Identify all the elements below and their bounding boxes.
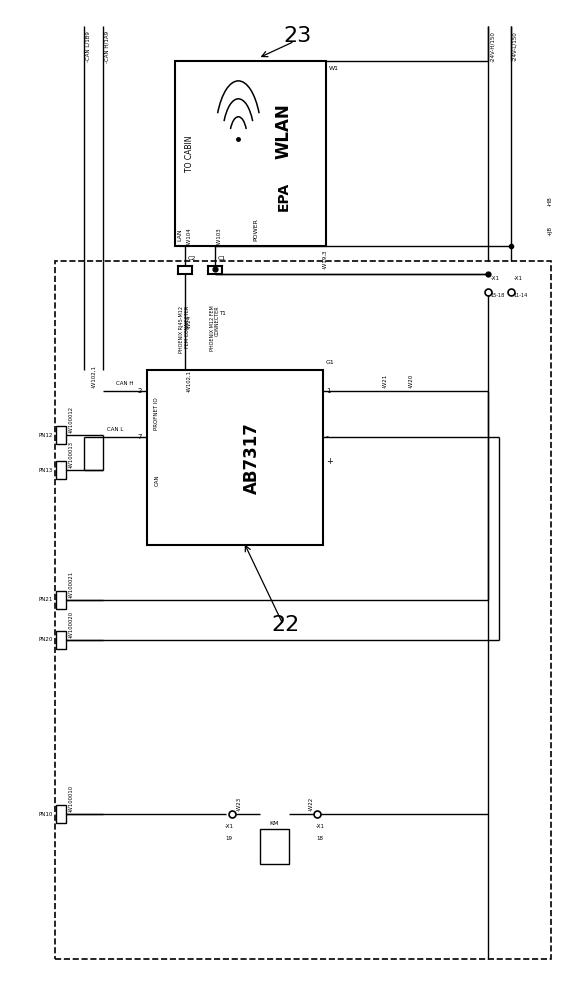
- Text: CAN L: CAN L: [107, 427, 124, 432]
- Bar: [260, 829, 289, 864]
- Text: G1: G1: [326, 360, 335, 365]
- Bar: [56, 426, 66, 444]
- Text: PN20: PN20: [39, 637, 53, 642]
- Bar: [175, 61, 326, 246]
- Text: -W100020: -W100020: [69, 610, 74, 638]
- Text: 15-18: 15-18: [491, 293, 505, 298]
- Text: PHOENIX M12 FEM: PHOENIX M12 FEM: [209, 306, 214, 351]
- Text: CAN H: CAN H: [116, 381, 133, 386]
- Text: T1: T1: [220, 311, 226, 316]
- Text: -W21: -W21: [383, 374, 388, 388]
- Text: 18: 18: [317, 836, 324, 841]
- Text: -X1: -X1: [491, 276, 500, 281]
- Text: -CAN H/1A9: -CAN H/1A9: [105, 31, 109, 63]
- Text: 19: 19: [225, 836, 233, 841]
- Text: PN13: PN13: [39, 468, 53, 473]
- Text: A1: A1: [271, 837, 278, 842]
- Text: -X1: -X1: [225, 824, 233, 829]
- Bar: [56, 591, 66, 609]
- Text: -W100012: -W100012: [69, 406, 74, 433]
- Text: PROFNET IO: PROFNET IO: [154, 398, 159, 430]
- Text: C1: C1: [218, 256, 226, 261]
- Bar: [55, 261, 551, 959]
- Text: FEM CONNECTER: FEM CONNECTER: [185, 306, 190, 348]
- Text: 22: 22: [272, 615, 300, 635]
- Text: CONNECTER: CONNECTER: [215, 306, 220, 336]
- Text: -W104: -W104: [186, 227, 192, 245]
- Text: KM: KM: [270, 821, 279, 826]
- Text: 23: 23: [283, 26, 312, 46]
- Text: PN12: PN12: [39, 433, 53, 438]
- Text: AB7317: AB7317: [244, 422, 261, 494]
- Text: W1: W1: [329, 66, 339, 71]
- Text: -W23: -W23: [236, 797, 241, 811]
- Text: POWER: POWER: [253, 218, 259, 241]
- Text: 11-14: 11-14: [514, 293, 528, 298]
- Text: -W102,1: -W102,1: [186, 370, 192, 392]
- Text: A2: A2: [271, 851, 278, 856]
- Text: LAN: LAN: [178, 228, 183, 241]
- Text: -X1: -X1: [514, 276, 523, 281]
- Text: C2: C2: [188, 256, 196, 261]
- Text: -24V-L/150: -24V-L/150: [513, 31, 518, 61]
- Text: PHOENIX RJ45-M12: PHOENIX RJ45-M12: [180, 306, 184, 353]
- Text: +: +: [326, 457, 333, 466]
- Text: -24V-H/150: -24V-H/150: [490, 31, 495, 62]
- Text: PN21: PN21: [39, 597, 53, 602]
- Text: -W103: -W103: [217, 227, 221, 245]
- Text: -W100013: -W100013: [69, 441, 74, 468]
- Text: TO CABIN: TO CABIN: [185, 135, 194, 172]
- Text: -W102,1: -W102,1: [92, 365, 96, 388]
- Text: -W100021: -W100021: [69, 571, 74, 598]
- Text: -W19,3: -W19,3: [323, 249, 328, 269]
- Text: PN10: PN10: [39, 812, 53, 817]
- Text: 1: 1: [326, 388, 331, 394]
- Text: -W20: -W20: [408, 374, 414, 388]
- Text: -CAN L/1B9: -CAN L/1B9: [86, 31, 90, 62]
- Text: -HB: -HB: [548, 196, 553, 206]
- Text: 7: 7: [137, 434, 142, 440]
- Text: EPA: EPA: [277, 181, 291, 211]
- Text: +JB: +JB: [548, 226, 553, 236]
- Text: WLAN: WLAN: [275, 103, 293, 159]
- Bar: [56, 631, 66, 649]
- Text: -W22: -W22: [309, 797, 314, 811]
- Text: -: -: [326, 432, 329, 441]
- Bar: [56, 461, 66, 479]
- Bar: [56, 805, 66, 823]
- Text: -W24: -W24: [186, 315, 192, 329]
- Text: CAN: CAN: [154, 474, 159, 486]
- Text: -X1: -X1: [316, 824, 325, 829]
- Text: -W100010: -W100010: [69, 785, 74, 812]
- Text: 2: 2: [138, 388, 142, 394]
- Bar: [146, 370, 323, 545]
